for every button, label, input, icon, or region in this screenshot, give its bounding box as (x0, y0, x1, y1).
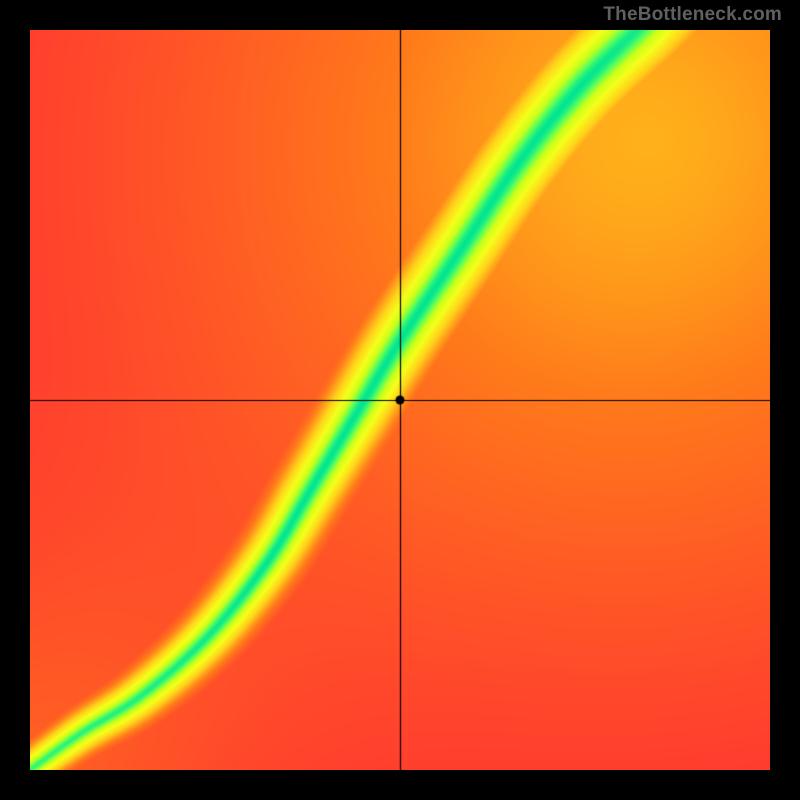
watermark-text: TheBottleneck.com (603, 4, 782, 26)
bottleneck-heatmap (30, 30, 770, 770)
